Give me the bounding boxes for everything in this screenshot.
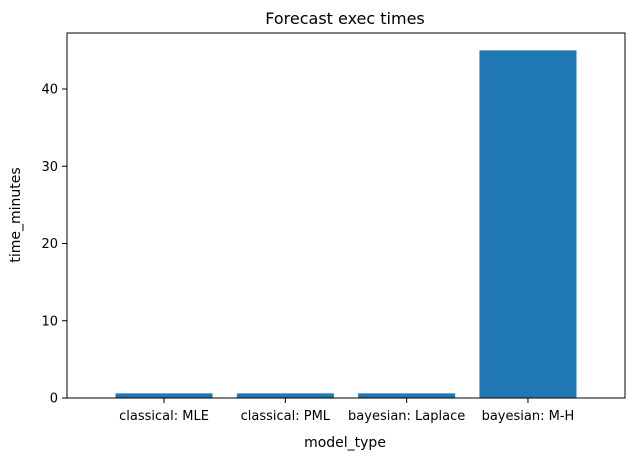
y-tick-label: 10 <box>41 314 58 329</box>
y-tick-label: 30 <box>41 160 58 175</box>
x-axis-label: model_type <box>304 435 386 451</box>
x-tick-label: classical: MLE <box>119 409 209 424</box>
y-tick-label: 40 <box>41 83 58 98</box>
y-tick-label: 0 <box>50 392 58 407</box>
y-axis-label: time_minutes <box>8 167 24 262</box>
bar <box>479 50 577 398</box>
bar <box>236 393 334 398</box>
x-tick-label: classical: PML <box>241 409 331 424</box>
bar <box>358 393 456 398</box>
x-axis-ticks: classical: MLE classical: PML bayesian: La… <box>119 398 574 424</box>
chart-title: Forecast exec times <box>265 9 425 28</box>
x-tick-label: bayesian: Laplace <box>348 409 465 424</box>
plot-frame <box>66 32 626 399</box>
bar <box>115 393 213 398</box>
y-tick-label: 20 <box>41 237 58 252</box>
bars-group <box>115 50 577 398</box>
x-tick-label: bayesian: M-H <box>482 409 575 424</box>
y-axis-ticks: 0 10 20 30 40 <box>41 83 67 407</box>
